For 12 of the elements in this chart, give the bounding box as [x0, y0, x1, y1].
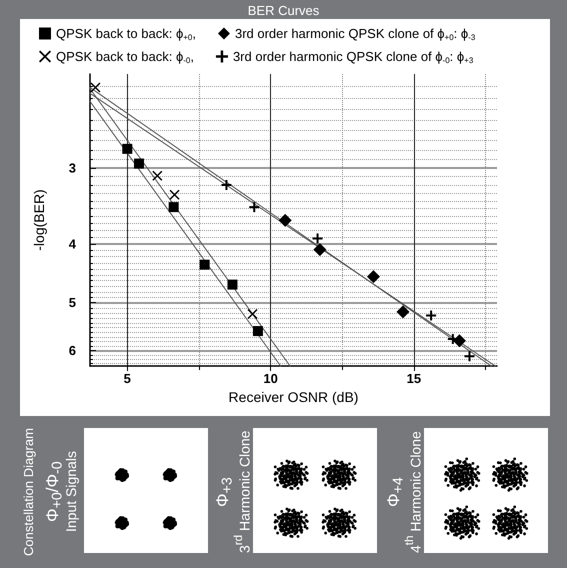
- x-tick-label: 10: [263, 371, 278, 386]
- text: Input Signals: [63, 450, 79, 534]
- x-tick-label: 5: [124, 371, 131, 386]
- y-tick-label: 5: [68, 295, 76, 310]
- text: Constellation Diagram: [21, 428, 36, 556]
- x-axis-title: Receiver OSNR (dB): [228, 389, 358, 405]
- chart-title: BER Curves: [248, 3, 320, 18]
- y-tick-label: 6: [68, 343, 76, 358]
- y-tick-label: 4: [68, 236, 77, 252]
- x-tick-label: 15: [406, 371, 422, 386]
- y-tick-label: 3: [68, 160, 76, 176]
- y-axis-title: -log(BER): [31, 189, 47, 251]
